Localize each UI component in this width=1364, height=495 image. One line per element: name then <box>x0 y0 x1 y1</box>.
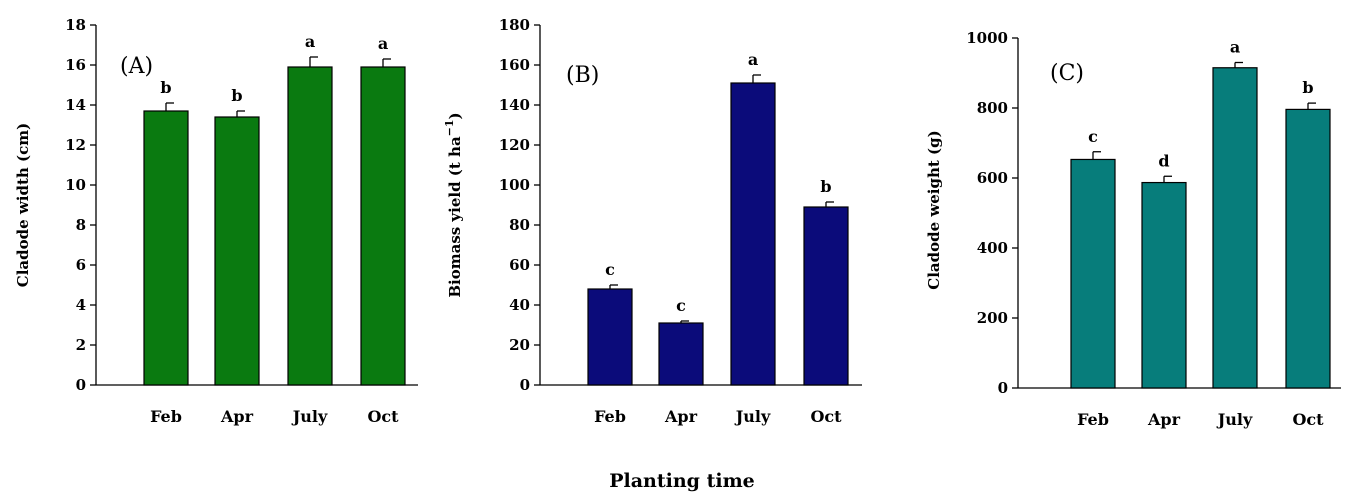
y-tick-label: 0 <box>998 379 1008 397</box>
y-tick-label: 140 <box>499 96 530 114</box>
y-tick-label: 12 <box>65 136 86 154</box>
significance-letter: c <box>676 296 686 315</box>
y-tick-label: 2 <box>76 336 86 354</box>
significance-letter: b <box>820 177 831 196</box>
y-axis-label-superscript: −1 <box>443 119 456 136</box>
x-tick-label: Apr <box>1147 410 1181 429</box>
bar <box>1141 181 1187 389</box>
significance-letter: a <box>1230 38 1240 57</box>
y-axis-label: Biomass yield (t ha−1) <box>443 112 464 297</box>
x-tick-label: Oct <box>367 407 399 426</box>
x-tick-label: Oct <box>1292 410 1324 429</box>
figure: 0 2 4 6 8 10 12 14 16 18 b Feb b Apr a July a Oct (A) Clado… <box>14 16 1341 429</box>
x-tick-label: Feb <box>594 407 626 426</box>
significance-letter: c <box>1088 127 1098 146</box>
significance-letter: a <box>378 34 388 53</box>
significance-letter: b <box>231 86 242 105</box>
y-tick-label: 800 <box>977 99 1008 117</box>
bar <box>1285 108 1331 389</box>
bar <box>803 206 849 386</box>
significance-letter: c <box>605 260 615 279</box>
y-tick-label: 600 <box>977 169 1008 187</box>
x-tick-label: Feb <box>1077 410 1109 429</box>
significance-letter: a <box>748 50 758 69</box>
y-tick-label: 0 <box>76 376 86 394</box>
significance-letter: b <box>1302 78 1313 97</box>
x-tick-label: Apr <box>220 407 254 426</box>
bar <box>730 82 776 386</box>
y-tick-label: 6 <box>76 256 86 274</box>
y-axis-label: Cladode width (cm) <box>14 123 32 287</box>
x-tick-label: Feb <box>150 407 182 426</box>
chart-panel-3: 0 200 400 600 800 1000 c Feb d Apr a July b Oct (C) Cla… <box>925 29 1341 429</box>
significance-letter: b <box>160 78 171 97</box>
bar <box>658 322 704 386</box>
y-tick-label: 20 <box>509 336 530 354</box>
y-tick-label: 60 <box>509 256 530 274</box>
y-tick-label: 40 <box>509 296 530 314</box>
chart-panel-2: 0 20 40 60 80 100 120 140 160 180 c Feb c Apr a July b Oc… <box>443 16 862 426</box>
bar <box>360 66 406 386</box>
y-axis-label-end: ) <box>446 112 464 119</box>
significance-letter: d <box>1158 151 1169 170</box>
x-tick-label: July <box>291 407 328 426</box>
bar <box>1212 67 1258 389</box>
significance-letter: a <box>305 32 315 51</box>
y-tick-label: 1000 <box>966 29 1008 47</box>
y-tick-label: 14 <box>65 96 86 114</box>
y-tick-label: 160 <box>499 56 530 74</box>
y-axis-label: Cladode weight (g) <box>925 130 943 290</box>
y-tick-label: 180 <box>499 16 530 34</box>
y-tick-label: 18 <box>65 16 86 34</box>
panel-label: (B) <box>566 63 599 88</box>
x-tick-label: Apr <box>664 407 698 426</box>
panel-label: (A) <box>120 54 153 79</box>
y-tick-label: 10 <box>65 176 86 194</box>
y-tick-label: 80 <box>509 216 530 234</box>
y-tick-label: 100 <box>499 176 530 194</box>
panel-label: (C) <box>1050 61 1084 86</box>
y-tick-label: 200 <box>977 309 1008 327</box>
bar <box>1070 158 1116 389</box>
bar <box>143 110 189 386</box>
y-tick-label: 120 <box>499 136 530 154</box>
bar <box>287 66 333 386</box>
x-tick-label: Oct <box>810 407 842 426</box>
y-tick-label: 0 <box>520 376 530 394</box>
chart-panel-1: 0 2 4 6 8 10 12 14 16 18 b Feb b Apr a July a Oct (A) Clado… <box>14 16 418 426</box>
y-tick-label: 4 <box>76 296 86 314</box>
y-tick-label: 8 <box>76 216 86 234</box>
x-tick-label: July <box>734 407 771 426</box>
bar <box>214 116 260 386</box>
x-axis-title: Planting time <box>609 470 755 492</box>
bar <box>587 288 633 386</box>
x-tick-label: July <box>1216 410 1253 429</box>
y-tick-label: 400 <box>977 239 1008 257</box>
y-tick-label: 16 <box>65 56 86 74</box>
